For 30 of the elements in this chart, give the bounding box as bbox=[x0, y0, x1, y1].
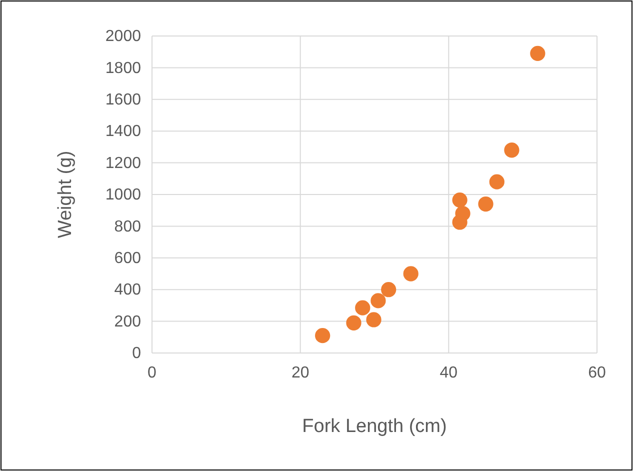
x-tick-label: 40 bbox=[440, 364, 458, 382]
y-tick-label: 2000 bbox=[105, 28, 142, 46]
y-tick-label: 400 bbox=[114, 282, 142, 299]
x-tick-label: 60 bbox=[588, 364, 606, 382]
point bbox=[315, 328, 330, 344]
x-tick-label: 20 bbox=[291, 364, 310, 382]
point bbox=[346, 315, 362, 330]
y-tick-label: 1800 bbox=[105, 60, 142, 77]
y-tick-label: 1400 bbox=[105, 123, 142, 140]
y-tick-label: 0 bbox=[132, 345, 142, 362]
point bbox=[370, 293, 386, 308]
point bbox=[530, 46, 546, 61]
point bbox=[355, 300, 370, 316]
y-tick-label: 800 bbox=[114, 218, 142, 236]
point bbox=[452, 192, 468, 208]
y-tick-label: 1000 bbox=[105, 186, 142, 204]
y-tick-label: 200 bbox=[114, 313, 142, 330]
point bbox=[504, 142, 520, 158]
x-axis-title: Fork Length (cm) bbox=[302, 416, 447, 437]
point bbox=[366, 312, 382, 328]
point bbox=[489, 174, 504, 190]
point bbox=[403, 266, 418, 282]
x-tick-label: 0 bbox=[148, 364, 157, 382]
y-tick-label: 1200 bbox=[105, 154, 142, 172]
point bbox=[478, 196, 494, 212]
point bbox=[452, 214, 468, 230]
y-axis-title: Weight (g) bbox=[55, 150, 76, 238]
point bbox=[381, 282, 396, 298]
y-tick-label: 600 bbox=[114, 250, 142, 268]
y-tick-label: 1600 bbox=[105, 92, 142, 109]
